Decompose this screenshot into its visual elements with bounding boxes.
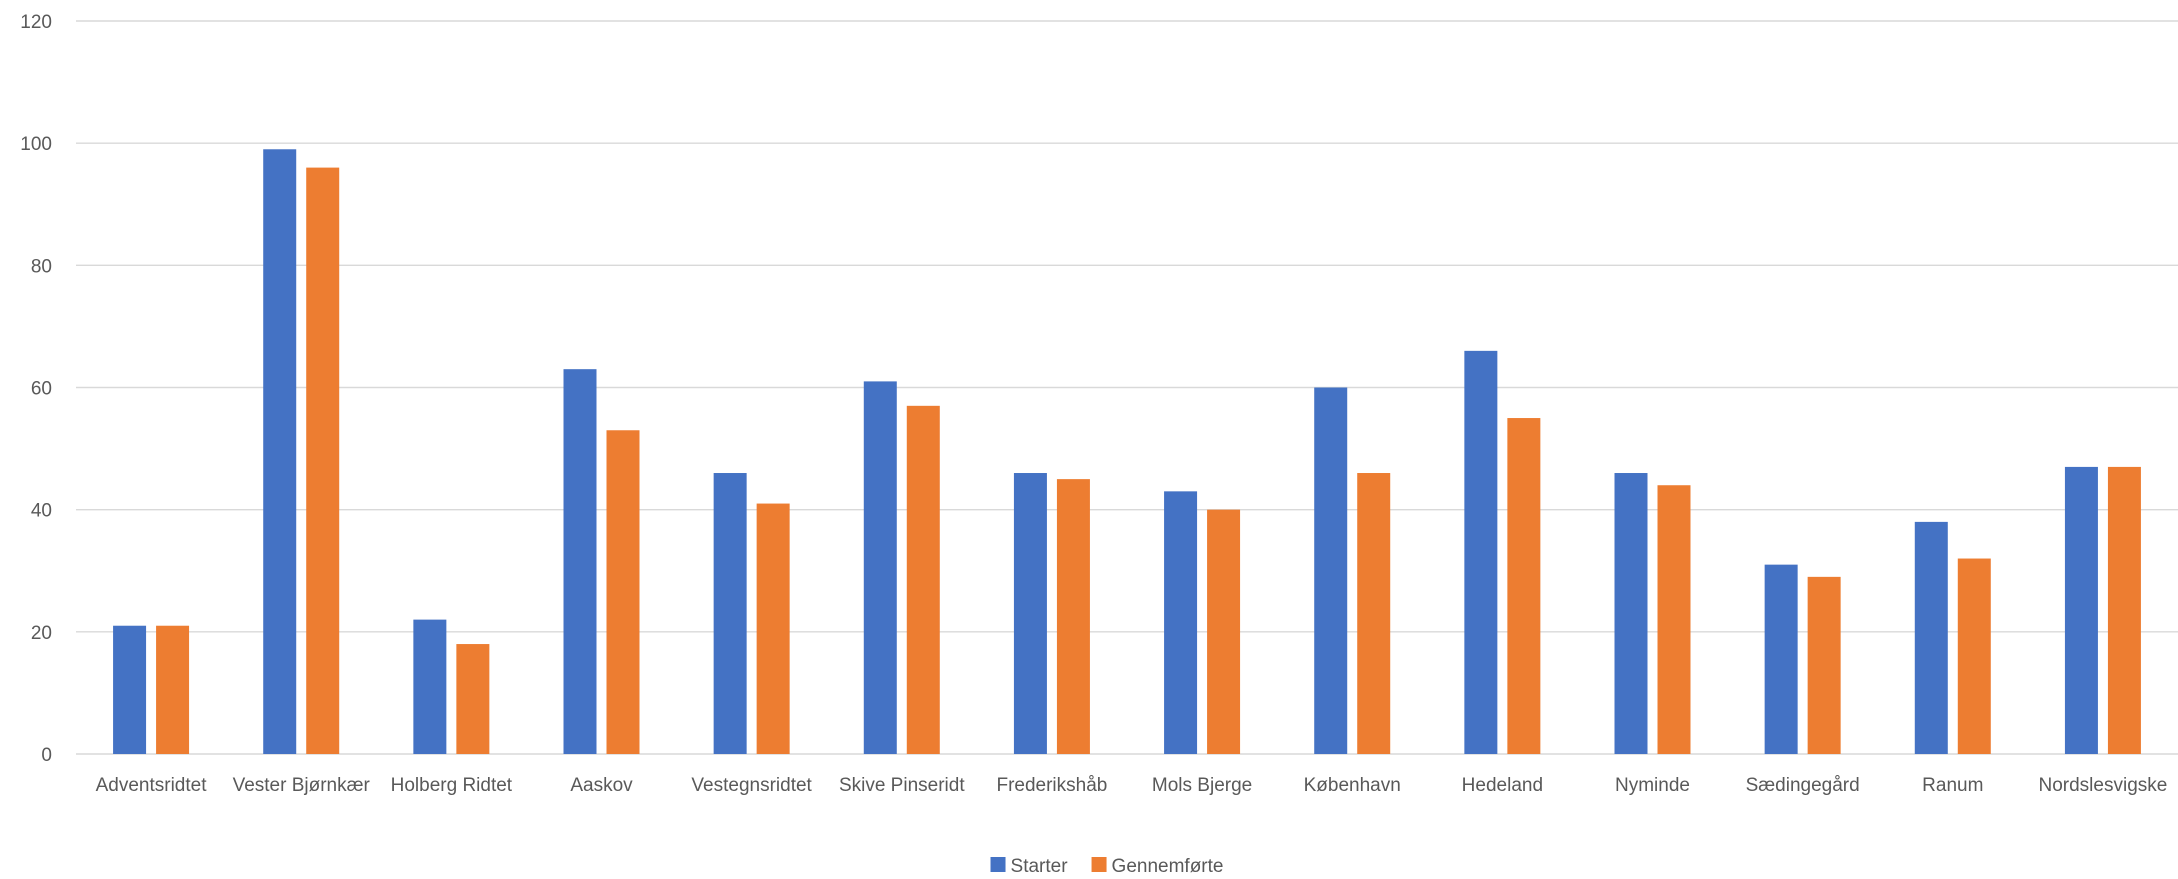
x-tick-label: Nordslesvigske bbox=[2039, 775, 2168, 796]
bar bbox=[607, 430, 640, 754]
bar bbox=[1164, 491, 1197, 754]
bar bbox=[263, 149, 296, 754]
x-tick-label: Mols Bjerge bbox=[1152, 775, 1252, 796]
bar bbox=[1057, 479, 1090, 754]
y-tick-label: 40 bbox=[31, 501, 52, 522]
bar bbox=[864, 381, 897, 754]
bar bbox=[1615, 473, 1648, 754]
bar bbox=[1507, 418, 1540, 754]
bar bbox=[1357, 473, 1390, 754]
y-tick-label: 120 bbox=[20, 12, 52, 33]
legend-swatch bbox=[991, 857, 1006, 872]
legend-swatch bbox=[1092, 857, 1107, 872]
legend-label: Gennemførte bbox=[1112, 856, 1224, 877]
x-tick-label: Vestegnsridtet bbox=[691, 775, 812, 796]
x-tick-label: Sædingegård bbox=[1746, 775, 1860, 796]
bar bbox=[1658, 485, 1691, 754]
y-tick-label: 20 bbox=[31, 623, 52, 644]
bar bbox=[413, 620, 446, 754]
bar bbox=[714, 473, 747, 754]
bar bbox=[156, 626, 189, 754]
y-tick-label: 60 bbox=[31, 379, 52, 400]
x-tick-label: Nyminde bbox=[1615, 775, 1690, 796]
bar bbox=[113, 626, 146, 754]
x-tick-label: Hedeland bbox=[1462, 775, 1543, 796]
legend: Starter Gennemførte bbox=[991, 856, 1224, 877]
x-tick-label: Vester Bjørnkær bbox=[233, 775, 371, 796]
bar bbox=[757, 504, 790, 754]
bar bbox=[907, 406, 940, 754]
bar bbox=[2108, 467, 2141, 754]
bar bbox=[1958, 559, 1991, 754]
bar bbox=[1207, 510, 1240, 754]
bar bbox=[1314, 388, 1347, 755]
bar bbox=[1014, 473, 1047, 754]
bar bbox=[2065, 467, 2098, 754]
bar bbox=[1765, 565, 1798, 754]
legend-label: Starter bbox=[1011, 856, 1069, 877]
x-tick-label: Aaskov bbox=[570, 775, 633, 796]
y-tick-label: 80 bbox=[31, 256, 52, 277]
y-tick-label: 100 bbox=[20, 134, 52, 155]
bar bbox=[456, 644, 489, 754]
x-tick-label: Holberg Ridtet bbox=[391, 775, 513, 796]
x-tick-label: Frederikshåb bbox=[996, 775, 1107, 796]
x-tick-label: Skive Pinseridt bbox=[839, 775, 965, 796]
bar bbox=[1915, 522, 1948, 754]
bar bbox=[306, 168, 339, 754]
chart: 0 20 40 60 80 100 120 Adventsridtet Vester Bjørn… bbox=[0, 0, 2178, 879]
x-tick-label: København bbox=[1304, 775, 1401, 796]
bar bbox=[1464, 351, 1497, 754]
bar bbox=[1808, 577, 1841, 754]
bar bbox=[564, 369, 597, 754]
x-tick-label: Ranum bbox=[1922, 775, 1983, 796]
y-tick-label: 0 bbox=[41, 745, 52, 766]
x-tick-label: Adventsridtet bbox=[96, 775, 208, 796]
